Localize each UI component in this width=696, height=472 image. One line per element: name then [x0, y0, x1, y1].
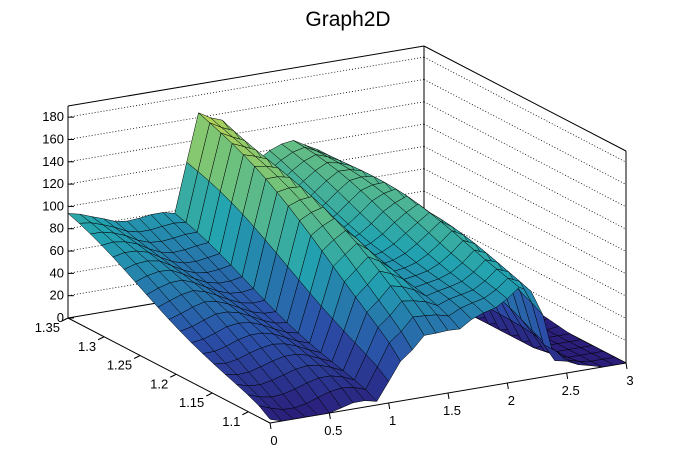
x-axis-ticks: 0 0.5 1 1.5 2 2.5 3 [269, 362, 634, 448]
z-axis-ticks: 0 20 40 60 80 100 120 140 160 180 [42, 109, 74, 325]
z-tick-label: 160 [42, 131, 64, 146]
y-tick-label: 1.3 [78, 339, 96, 354]
x-tick-mark [566, 372, 569, 380]
y-tick-label: 1.2 [150, 376, 168, 391]
x-tick-label: 1 [389, 413, 396, 428]
y-axis-ticks: 1.1 1.15 1.2 1.25 1.3 1.35 [35, 317, 249, 429]
x-tick-label: 0 [270, 433, 277, 448]
z-tick-label: 100 [42, 198, 64, 213]
y-tick-mark [97, 336, 105, 341]
x-tick-mark [269, 422, 272, 430]
x-tick-label: 0.5 [324, 423, 342, 438]
x-tick-mark [625, 362, 628, 370]
y-tick-mark [206, 392, 213, 397]
z-tick-label: 180 [42, 109, 64, 124]
x-tick-label: 1.5 [443, 403, 461, 418]
x-tick-label: 2 [508, 393, 515, 408]
surface-mesh [67, 112, 627, 422]
x-tick-label: 2.5 [562, 383, 580, 398]
z-tick-label: 120 [42, 176, 64, 191]
z-tick-label: 140 [42, 154, 64, 169]
z-tick-label: 60 [50, 243, 64, 258]
y-tick-label: 1.35 [35, 320, 60, 335]
y-tick-label: 1.1 [222, 414, 240, 429]
x-tick-mark [388, 402, 391, 410]
y-tick-label: 1.15 [179, 395, 204, 410]
z-tick-label: 0 [57, 310, 64, 325]
y-tick-mark [133, 355, 141, 359]
z-tick-label: 20 [50, 288, 64, 303]
x-tick-label: 3 [626, 373, 633, 388]
surface-cell [602, 356, 627, 366]
z-tick-label: 40 [50, 265, 64, 280]
x-tick-mark [447, 392, 450, 400]
chart-title: Graph2D [305, 8, 390, 31]
x-tick-mark [506, 382, 509, 390]
y-tick-label: 1.25 [107, 358, 132, 373]
x-tick-mark [328, 412, 331, 420]
y-tick-mark [61, 317, 69, 322]
y-tick-mark [242, 411, 249, 416]
z-tick-label: 80 [50, 221, 64, 236]
y-tick-mark [169, 373, 177, 378]
